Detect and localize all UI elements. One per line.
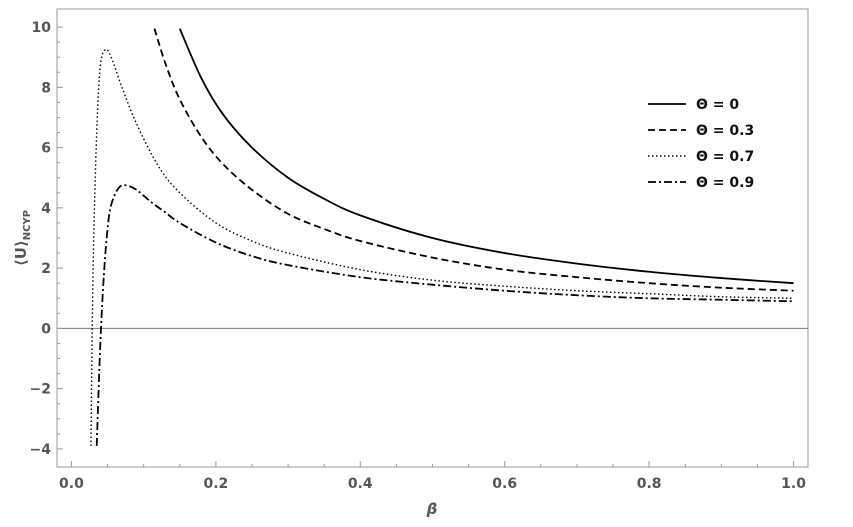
legend-label: Θ = 0 <box>696 97 739 113</box>
series-line-1 <box>178 28 794 285</box>
y-axis-ticks: −4 −2 0 2 4 6 8 10 <box>30 20 63 458</box>
y-tick-label: −2 <box>30 382 51 398</box>
y-axis-title: ⟨U⟩NCYP <box>12 210 33 266</box>
legend-label: Θ = 0.7 <box>696 149 754 165</box>
series-line-2 <box>153 28 794 292</box>
y-axis-title-subscript: NCYP <box>22 210 33 240</box>
legend: Θ = 0 Θ = 0.3 Θ = 0.7 Θ = 0.9 <box>648 97 754 191</box>
series-line-3 <box>90 48 794 446</box>
y-tick-label: 4 <box>41 201 51 217</box>
y-tick-label: 6 <box>41 141 51 157</box>
legend-label: Θ = 0.3 <box>696 123 754 139</box>
x-tick-label: 0.8 <box>637 476 662 492</box>
y-axis-title-main: ⟨U⟩ <box>12 240 30 266</box>
x-axis-ticks: 0.0 0.2 0.4 0.6 0.8 1.0 <box>59 461 806 492</box>
y-tick-label: −4 <box>30 442 52 458</box>
y-tick-label: 8 <box>41 80 51 96</box>
x-axis-title: β <box>426 500 438 518</box>
x-tick-label: 1.0 <box>781 476 806 492</box>
series-line-4 <box>95 184 794 446</box>
x-tick-label: 0.4 <box>348 476 373 492</box>
y-tick-label: 0 <box>41 321 51 337</box>
x-tick-label: 0.6 <box>492 476 517 492</box>
y-tick-label: 10 <box>32 20 52 36</box>
series-lines <box>90 28 794 446</box>
x-tick-label: 0.2 <box>203 476 228 492</box>
legend-label: Θ = 0.9 <box>696 175 754 191</box>
y-tick-label: 2 <box>41 261 51 277</box>
x-tick-label: 0.0 <box>59 476 84 492</box>
